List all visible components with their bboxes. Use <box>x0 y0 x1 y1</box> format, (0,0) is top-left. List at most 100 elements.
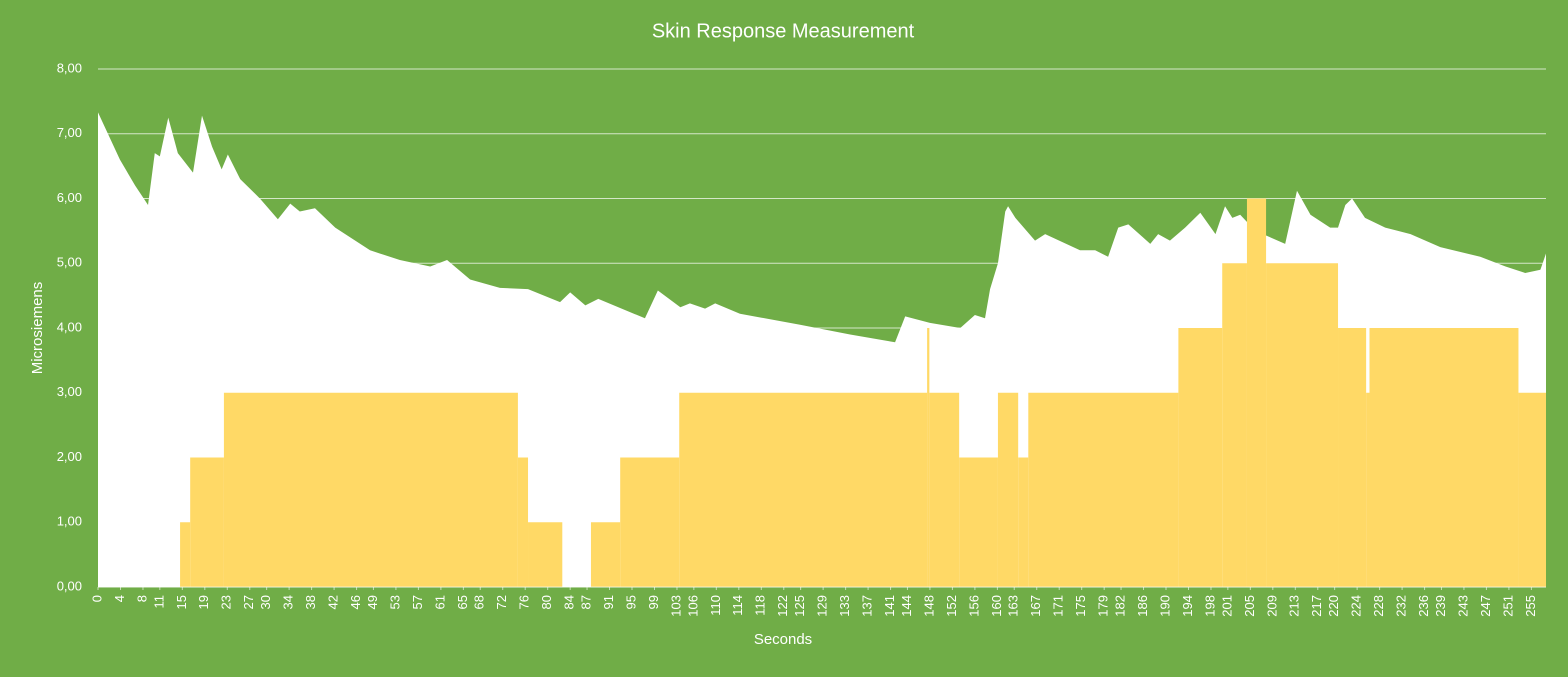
x-tick-label: 247 <box>1478 595 1493 617</box>
level-step <box>997 392 1019 587</box>
x-tick-label: 122 <box>775 595 790 617</box>
level-step <box>1222 263 1247 587</box>
x-tick-label: 65 <box>455 595 470 609</box>
x-tick-label: 46 <box>348 595 363 609</box>
x-tick-label: 160 <box>989 595 1004 617</box>
x-tick-label: 205 <box>1242 595 1257 617</box>
y-tick-label: 1,00 <box>57 514 82 529</box>
level-step <box>180 522 191 587</box>
x-tick-label: 141 <box>882 595 897 617</box>
x-tick-label: 201 <box>1219 595 1234 617</box>
y-tick-label: 7,00 <box>57 125 82 140</box>
x-tick-label: 152 <box>944 595 959 617</box>
x-tick-label: 198 <box>1202 595 1217 617</box>
x-tick-label: 179 <box>1096 595 1111 617</box>
x-tick-label: 19 <box>196 595 211 609</box>
x-tick-label: 194 <box>1180 595 1195 617</box>
x-axis-label: Seconds <box>754 631 812 648</box>
x-tick-label: 243 <box>1455 595 1470 617</box>
x-tick-label: 228 <box>1371 595 1386 617</box>
y-axis-label: Microsiemens <box>29 282 46 375</box>
x-tick-label: 144 <box>899 595 914 617</box>
level-step <box>1518 392 1546 587</box>
x-tick-label: 118 <box>753 595 768 616</box>
y-tick-label: 2,00 <box>57 449 82 464</box>
level-step <box>590 522 621 587</box>
x-tick-label: 239 <box>1433 595 1448 617</box>
x-tick-label: 91 <box>601 595 616 609</box>
level-step <box>959 457 998 587</box>
x-tick-label: 137 <box>860 595 875 617</box>
level-step <box>1366 392 1370 587</box>
y-tick-label: 0,00 <box>57 578 82 593</box>
y-tick-label: 6,00 <box>57 190 82 205</box>
x-tick-label: 76 <box>517 595 532 609</box>
y-tick-label: 8,00 <box>57 60 82 75</box>
x-tick-label: 8 <box>134 595 149 602</box>
x-tick-label: 30 <box>258 595 273 609</box>
level-step <box>1338 328 1367 587</box>
x-tick-label: 53 <box>387 595 402 609</box>
x-tick-label: 34 <box>281 595 296 609</box>
x-tick-label: 27 <box>241 595 256 609</box>
level-step <box>1178 328 1223 587</box>
x-tick-label: 133 <box>837 595 852 617</box>
x-tick-label: 255 <box>1523 595 1538 617</box>
level-step <box>1028 392 1179 587</box>
x-tick-label: 129 <box>815 595 830 617</box>
x-tick-label: 103 <box>668 595 683 617</box>
level-step <box>1369 328 1519 587</box>
x-tick-label: 217 <box>1309 595 1324 617</box>
level-step <box>528 522 563 587</box>
x-tick-label: 224 <box>1349 595 1364 617</box>
x-tick-label: 251 <box>1500 595 1515 617</box>
x-tick-label: 80 <box>539 595 554 609</box>
x-tick-label: 167 <box>1028 595 1043 617</box>
x-tick-label: 156 <box>966 595 981 617</box>
x-tick-label: 110 <box>708 595 723 616</box>
x-tick-label: 4 <box>112 595 127 602</box>
x-tick-label: 182 <box>1112 595 1127 617</box>
x-tick-label: 68 <box>472 595 487 609</box>
x-tick-label: 209 <box>1264 595 1279 617</box>
x-tick-label: 87 <box>578 595 593 609</box>
x-tick-label: 171 <box>1051 595 1066 617</box>
x-tick-label: 61 <box>432 595 447 609</box>
x-tick-label: 163 <box>1006 595 1021 617</box>
x-tick-label: 220 <box>1326 595 1341 617</box>
x-tick-label: 114 <box>730 595 745 616</box>
x-tick-label: 57 <box>410 595 425 609</box>
x-tick-label: 11 <box>151 595 166 609</box>
x-tick-label: 72 <box>494 595 509 609</box>
level-step <box>190 457 224 587</box>
chart-title: Skin Response Measurement <box>652 20 915 42</box>
x-tick-label: 236 <box>1416 595 1431 617</box>
y-tick-label: 3,00 <box>57 384 82 399</box>
x-tick-label: 49 <box>365 595 380 609</box>
x-tick-label: 84 <box>562 595 577 609</box>
level-step <box>1246 198 1267 587</box>
level-step <box>223 392 518 587</box>
level-step <box>620 457 680 587</box>
x-tick-label: 125 <box>792 595 807 617</box>
level-step <box>679 392 928 587</box>
level-step <box>1266 263 1339 587</box>
x-tick-label: 106 <box>685 595 700 617</box>
x-tick-label: 148 <box>921 595 936 617</box>
x-tick-label: 190 <box>1157 595 1172 617</box>
x-tick-label: 0 <box>89 595 104 602</box>
y-tick-label: 5,00 <box>57 255 82 270</box>
level-step <box>927 328 930 587</box>
x-tick-label: 38 <box>303 595 318 609</box>
level-step <box>1018 457 1029 587</box>
y-tick-label: 4,00 <box>57 319 82 334</box>
x-tick-label: 232 <box>1394 595 1409 617</box>
x-tick-label: 99 <box>646 595 661 609</box>
level-step <box>929 392 960 587</box>
x-tick-label: 95 <box>623 595 638 609</box>
x-tick-label: 186 <box>1135 595 1150 617</box>
x-tick-label: 213 <box>1287 595 1302 617</box>
x-tick-label: 175 <box>1073 595 1088 617</box>
x-tick-label: 23 <box>219 595 234 609</box>
